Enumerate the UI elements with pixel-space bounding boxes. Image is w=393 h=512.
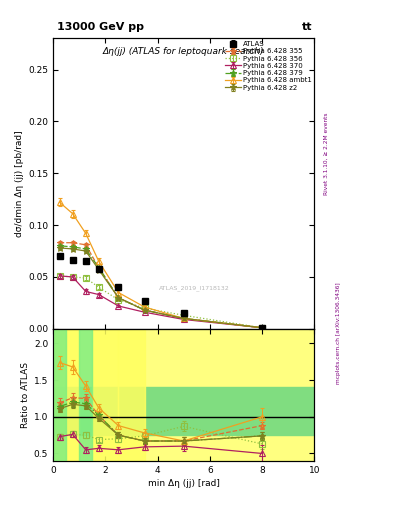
Bar (79, 329, 92, 461)
Y-axis label: dσ/dmin Δη (jj) [pb/rad]: dσ/dmin Δη (jj) [pb/rad] (15, 130, 24, 237)
X-axis label: min Δη (jj) [rad]: min Δη (jj) [rad] (148, 479, 220, 488)
Bar (53, 329, 66, 461)
Bar (66, 329, 79, 461)
Text: 13000 GeV pp: 13000 GeV pp (57, 22, 144, 32)
Bar (92, 329, 118, 461)
Y-axis label: Ratio to ATLAS: Ratio to ATLAS (21, 362, 29, 428)
Bar (53, 329, 66, 461)
Text: Δη(jj) (ATLAS for leptoquark search): Δη(jj) (ATLAS for leptoquark search) (103, 47, 264, 56)
Text: tt: tt (302, 22, 312, 32)
Text: ATLAS_2019_I1718132: ATLAS_2019_I1718132 (159, 285, 230, 291)
Text: mcplots.cern.ch [arXiv:1306.3436]: mcplots.cern.ch [arXiv:1306.3436] (336, 282, 341, 383)
Bar (53, 388, 314, 435)
Text: Rivet 3.1.10, ≥ 2.2M events: Rivet 3.1.10, ≥ 2.2M events (324, 112, 329, 195)
Legend: ATLAS, Pythia 6.428 355, Pythia 6.428 356, Pythia 6.428 370, Pythia 6.428 379, P: ATLAS, Pythia 6.428 355, Pythia 6.428 35… (224, 40, 313, 92)
Bar (118, 329, 145, 461)
Bar (53, 329, 314, 461)
